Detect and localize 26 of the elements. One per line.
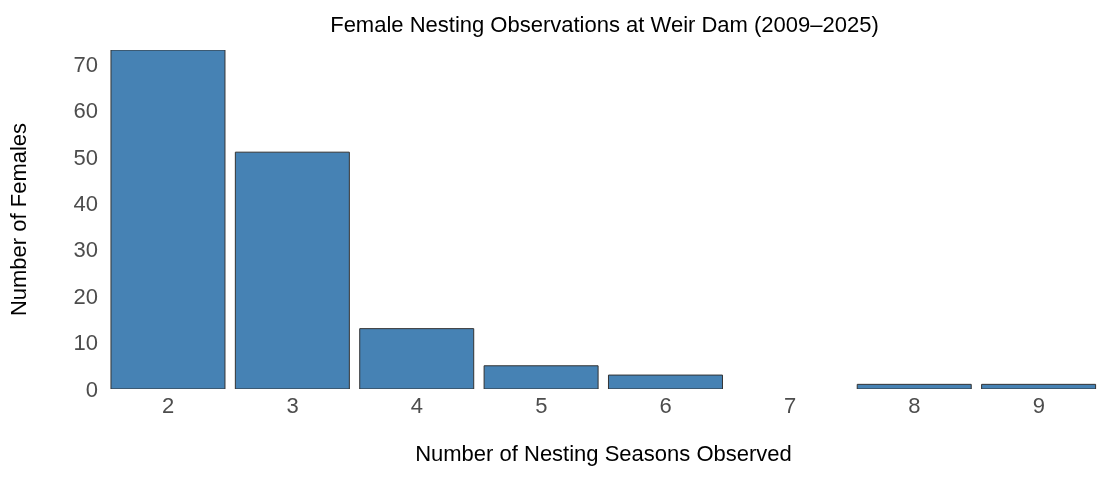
y-tick-label: 40 (73, 191, 98, 217)
x-tick-label: 8 (908, 392, 921, 418)
x-tick-label: 4 (410, 392, 424, 418)
y-tick-label: 50 (73, 144, 98, 170)
y-axis-title: Number of Females (5, 122, 31, 317)
x-tick-label: 7 (783, 392, 797, 418)
x-tick-label: 6 (659, 392, 672, 418)
bar (359, 328, 475, 389)
bar (110, 50, 226, 389)
bar (981, 383, 1097, 389)
bar (234, 151, 350, 389)
bar (607, 374, 723, 389)
y-tick-label: 10 (73, 330, 98, 356)
y-tick-label: 0 (85, 376, 98, 402)
bar (483, 365, 599, 389)
x-tick-label: 2 (162, 392, 175, 418)
x-axis-title: Number of Nesting Seasons Observed (415, 441, 792, 466)
x-tick-label: 9 (1032, 392, 1045, 418)
chart-title: Female Nesting Observations at Weir Dam (2009–2025) (329, 11, 880, 39)
y-tick-label: 60 (73, 98, 98, 124)
y-tick-label: 70 (73, 51, 98, 77)
y-tick-label: 20 (73, 283, 98, 309)
y-tick-label: 30 (73, 237, 98, 263)
x-tick-label: 5 (535, 392, 548, 418)
bar (856, 383, 972, 389)
x-tick-label: 3 (286, 392, 299, 418)
